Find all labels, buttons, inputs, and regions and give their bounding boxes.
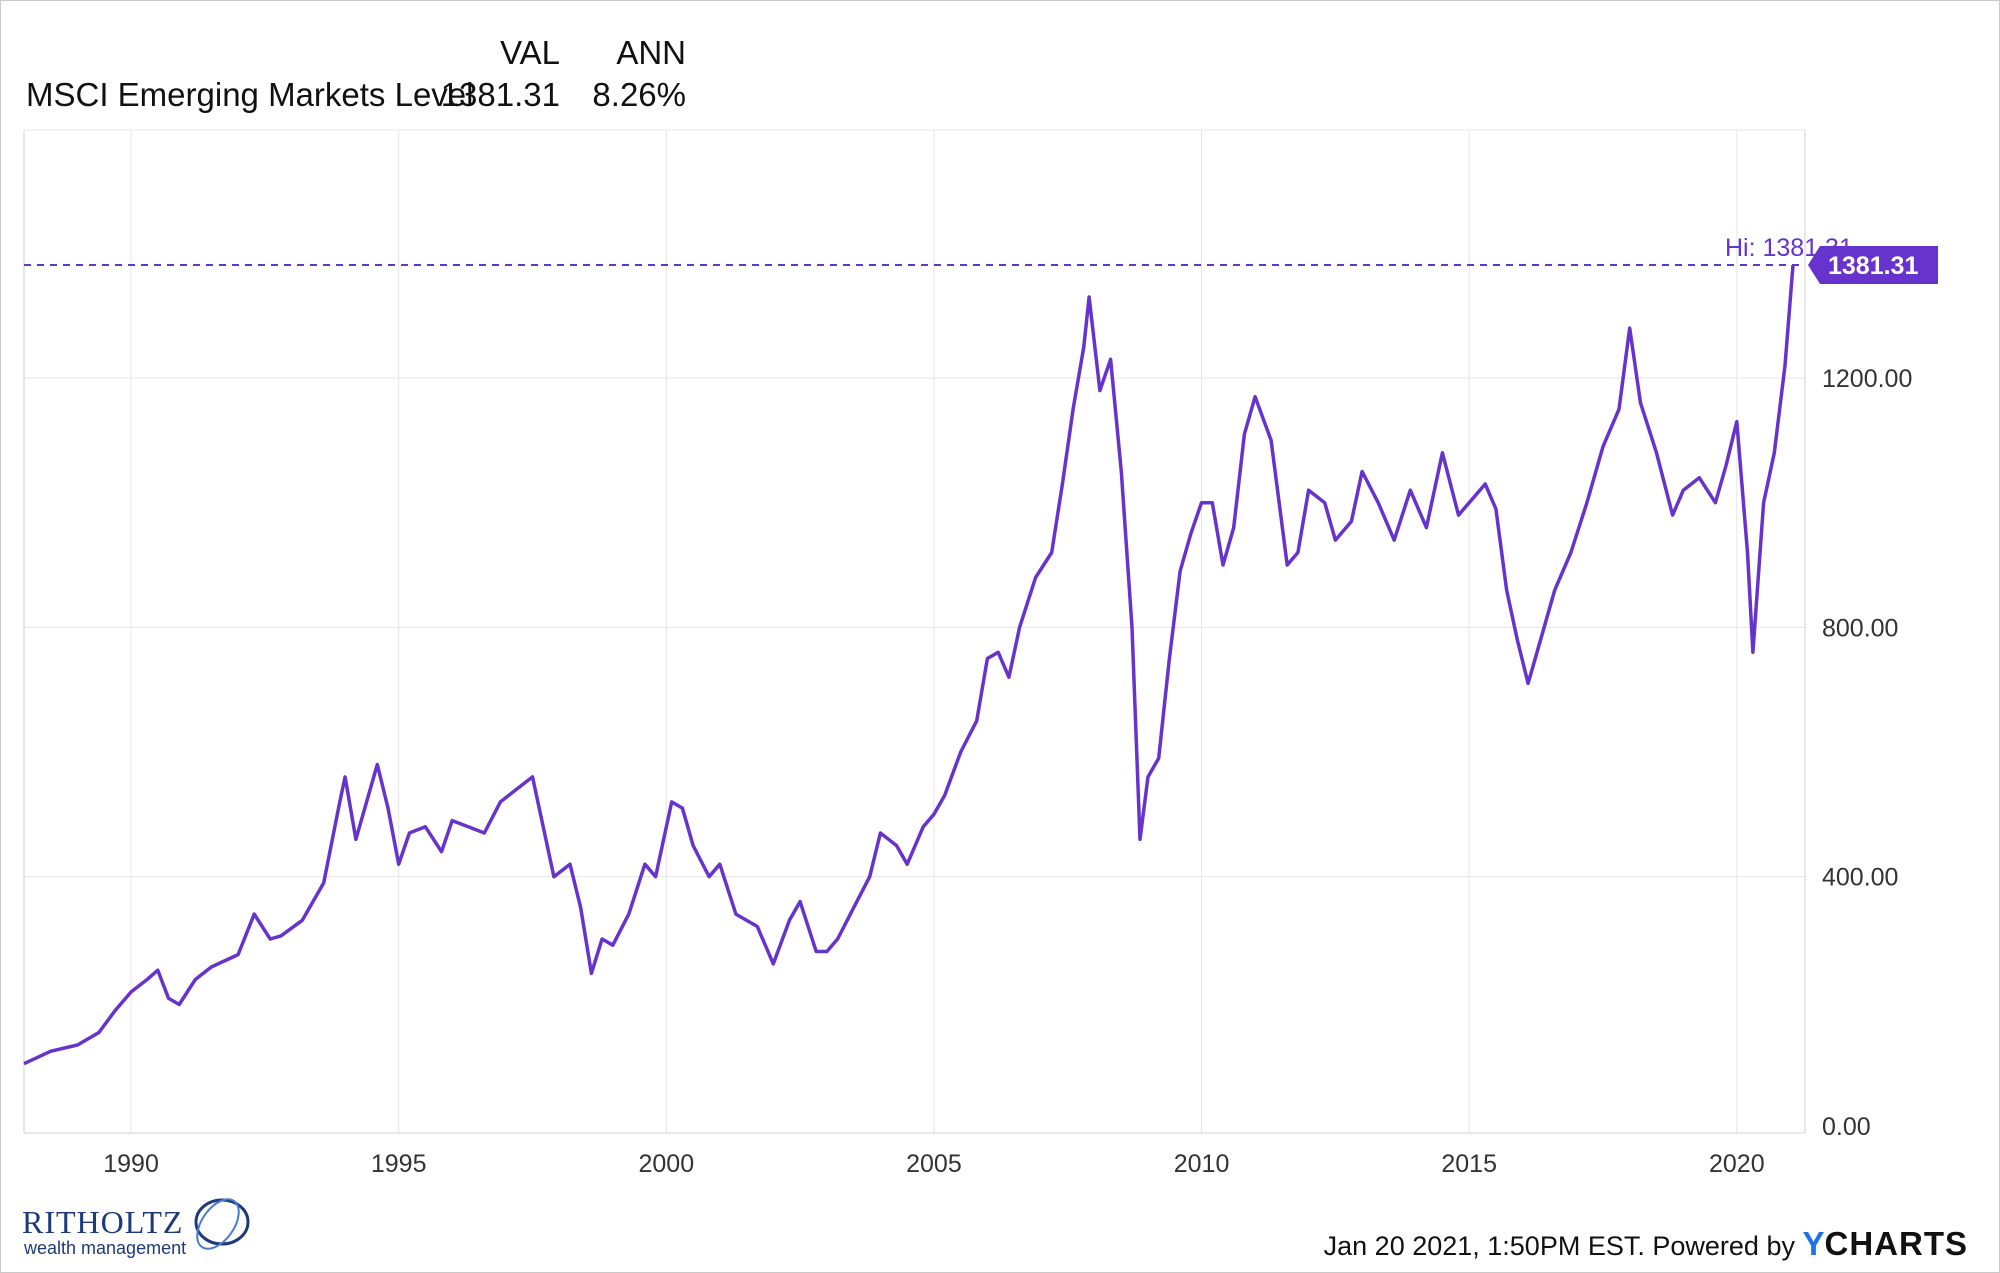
x-tick-label-2020: 2020: [1709, 1150, 1765, 1178]
series-annualized: 8.26%: [592, 76, 686, 113]
x-axis-ticks: 1990 1995 2000 2005 2010 2015 2020: [103, 1150, 1764, 1178]
y-tick-label-1200: 1200.00: [1822, 365, 1912, 393]
y-tick-label-0: 0.00: [1822, 1113, 1871, 1141]
series-value: 1381.31: [440, 76, 560, 113]
ycharts-logo-y: Y: [1802, 1225, 1825, 1262]
horizontal-gridlines: [24, 377, 1805, 878]
logo-subtitle: wealth management: [24, 1238, 187, 1258]
y-axis-ticks: 0.00 400.00 800.00 1200.00: [1822, 365, 1912, 1141]
last-value-text: 1381.31: [1828, 252, 1918, 280]
y-tick-label-400: 400.00: [1822, 864, 1898, 892]
x-tick-label-1990: 1990: [103, 1150, 159, 1178]
x-tick-label-1995: 1995: [371, 1150, 427, 1178]
col-header-val: VAL: [500, 34, 560, 71]
ritholtz-logo-icon: [194, 1198, 250, 1250]
y-tick-label-800: 800.00: [1822, 614, 1898, 642]
x-tick-label-2015: 2015: [1441, 1150, 1497, 1178]
logo-name: RITHOLTZ: [22, 1204, 184, 1240]
ycharts-logo-text[interactable]: CHARTS: [1824, 1225, 1968, 1262]
series-line: [23, 264, 1795, 1066]
series-label: MSCI Emerging Markets Level: [26, 76, 474, 113]
col-header-ann: ANN: [616, 34, 686, 71]
x-tick-label-2010: 2010: [1174, 1150, 1230, 1178]
footer-timestamp: Jan 20 2021, 1:50PM EST.: [1323, 1231, 1645, 1261]
vertical-gridlines: [130, 130, 1738, 1133]
footer-attribution: Jan 20 2021, 1:50PM EST. Powered by YCHA…: [1324, 1225, 1968, 1263]
x-tick-label-2000: 2000: [638, 1150, 694, 1178]
last-value-badge: [1808, 245, 1938, 284]
footer-powered-by: Powered by: [1652, 1231, 1795, 1261]
x-tick-label-2005: 2005: [906, 1150, 962, 1178]
